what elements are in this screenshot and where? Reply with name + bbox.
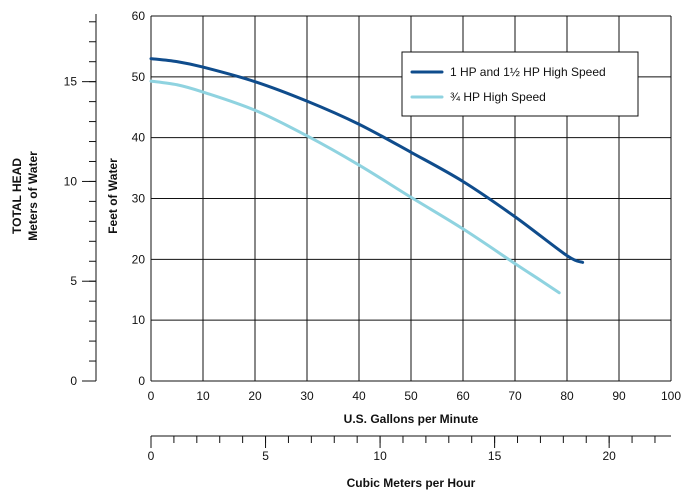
y-tick-label: 40 bbox=[132, 131, 146, 145]
x-tick-label: 0 bbox=[148, 389, 155, 403]
x-tick-label: 100 bbox=[661, 389, 681, 403]
x-tick-label: 40 bbox=[352, 389, 366, 403]
y2-tick-label: 15 bbox=[64, 75, 78, 89]
axes: 0 10 20 30 40 50 60 70 80 90 100010203040506005101… bbox=[64, 9, 682, 463]
y-tick-label: 60 bbox=[132, 9, 146, 23]
x2-axis-title: Cubic Meters per Hour bbox=[347, 476, 476, 490]
x2-tick-label: 5 bbox=[262, 449, 269, 463]
y2-axis-title-line1: TOTAL HEAD bbox=[10, 158, 24, 234]
y2-tick-label: 5 bbox=[70, 274, 77, 288]
legend-label: 1 HP and 1½ HP High Speed bbox=[450, 65, 606, 79]
series-line-2 bbox=[149, 79, 561, 295]
series-lines bbox=[149, 57, 585, 295]
x-tick-label: 50 bbox=[404, 389, 418, 403]
x-tick-label: 10 bbox=[196, 389, 210, 403]
x-tick-label: 90 bbox=[612, 389, 626, 403]
y2-tick-label: 0 bbox=[70, 374, 77, 388]
x-tick-label: 60 bbox=[456, 389, 470, 403]
y-tick-label: 50 bbox=[132, 70, 146, 84]
y-tick-label: 0 bbox=[138, 374, 145, 388]
series-line-1 bbox=[149, 57, 585, 264]
y-tick-label: 10 bbox=[132, 313, 146, 327]
x2-tick-label: 20 bbox=[602, 449, 616, 463]
legend-label: ¾ HP High Speed bbox=[450, 90, 546, 104]
x-tick-label: 80 bbox=[560, 389, 574, 403]
x-tick-label: 20 bbox=[248, 389, 262, 403]
x-tick-label: 30 bbox=[300, 389, 314, 403]
x2-tick-label: 15 bbox=[488, 449, 502, 463]
x2-tick-label: 10 bbox=[373, 449, 387, 463]
y-axis-title: Feet of Water bbox=[106, 158, 120, 234]
x2-tick-label: 0 bbox=[148, 449, 155, 463]
y2-tick-label: 10 bbox=[64, 174, 78, 188]
legend: 1 HP and 1½ HP High Speed ¾ HP High Speed bbox=[401, 51, 639, 117]
y2-axis-title-line2: Meters of Water bbox=[26, 151, 40, 241]
x-tick-label: 70 bbox=[508, 389, 522, 403]
legend-box bbox=[401, 51, 639, 117]
x-axis-title: U.S. Gallons per Minute bbox=[344, 412, 479, 426]
y-tick-label: 20 bbox=[132, 252, 146, 266]
y-tick-label: 30 bbox=[132, 192, 146, 206]
